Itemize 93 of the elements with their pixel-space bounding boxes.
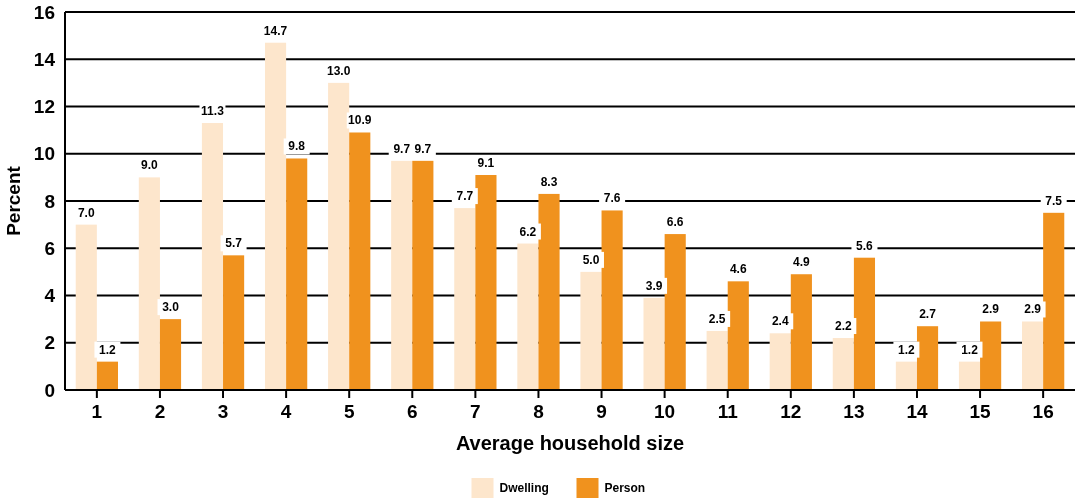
bar xyxy=(601,210,623,390)
bar xyxy=(727,281,749,390)
x-tick-label: 10 xyxy=(654,401,676,422)
data-label: 1.2 xyxy=(898,342,916,357)
x-tick-label: 9 xyxy=(596,401,607,422)
bar xyxy=(832,338,854,390)
bar xyxy=(75,224,97,390)
bar xyxy=(790,274,812,390)
data-label: 4.9 xyxy=(793,255,811,270)
bar xyxy=(517,243,539,390)
x-tick-label: 11 xyxy=(717,401,739,422)
data-label: 7.7 xyxy=(456,189,474,204)
x-tick-label: 8 xyxy=(533,401,544,422)
data-label: 3.9 xyxy=(645,278,663,293)
data-label: 7.6 xyxy=(603,191,621,206)
y-tick-label: 12 xyxy=(33,96,55,118)
x-tick-label: 6 xyxy=(407,401,418,422)
x-tick-label: 16 xyxy=(1032,401,1054,422)
data-label: 8.3 xyxy=(540,174,558,189)
bar xyxy=(201,123,224,390)
y-tick-label: 8 xyxy=(44,190,55,212)
bar xyxy=(538,193,560,390)
data-label: 6.6 xyxy=(666,215,684,230)
x-axis-title: Average household size xyxy=(455,432,685,454)
x-tick-label: 7 xyxy=(470,401,481,422)
data-label: 14.7 xyxy=(263,23,288,38)
bar xyxy=(580,271,602,390)
bar xyxy=(349,132,371,390)
bar xyxy=(264,42,287,390)
data-label: 13.0 xyxy=(326,63,351,78)
data-label: 6.2 xyxy=(519,224,537,239)
y-axis-title: Percent xyxy=(3,165,24,236)
bar xyxy=(96,361,118,390)
data-label: 2.9 xyxy=(982,302,1000,317)
data-label: 2.4 xyxy=(771,314,789,329)
bar xyxy=(1022,321,1044,390)
bar xyxy=(223,255,245,390)
x-tick-label: 3 xyxy=(217,401,229,422)
bar xyxy=(643,297,665,390)
bar xyxy=(138,177,160,390)
x-tick-label: 13 xyxy=(843,401,865,422)
bar xyxy=(664,234,686,390)
bar xyxy=(916,326,939,390)
bar xyxy=(391,160,413,390)
y-tick-label: 10 xyxy=(33,143,55,165)
bar xyxy=(328,82,350,390)
bar xyxy=(895,361,917,390)
y-tick-label: 0 xyxy=(44,379,55,401)
data-label: 9.7 xyxy=(393,141,411,156)
y-tick-label: 6 xyxy=(44,237,55,259)
data-label: 9.1 xyxy=(477,156,495,171)
legend-label: Dwelling xyxy=(499,481,549,496)
data-label: 9.7 xyxy=(414,141,432,156)
y-tick-label: 14 xyxy=(33,48,56,70)
bar xyxy=(159,319,182,390)
x-tick-label: 15 xyxy=(969,401,992,422)
data-label: 1.2 xyxy=(99,342,117,357)
y-tick-label: 4 xyxy=(44,285,56,307)
y-tick-label: 16 xyxy=(33,1,55,23)
bar xyxy=(958,361,981,390)
data-label: 9.8 xyxy=(288,139,306,154)
data-label: 5.0 xyxy=(582,252,600,267)
x-tick-label: 5 xyxy=(343,401,355,422)
data-label: 2.7 xyxy=(919,307,937,322)
data-label: 10.9 xyxy=(348,113,372,128)
data-label: 4.6 xyxy=(729,262,747,277)
y-tick-label: 2 xyxy=(44,332,55,354)
bar xyxy=(853,257,876,390)
data-label: 2.2 xyxy=(834,319,852,334)
data-label: 2.9 xyxy=(1024,302,1042,317)
bar xyxy=(769,333,791,390)
x-tick-label: 12 xyxy=(780,401,802,422)
data-label: 7.0 xyxy=(77,205,95,220)
bar xyxy=(454,208,476,390)
data-label: 1.2 xyxy=(961,342,979,357)
bar xyxy=(1043,212,1065,390)
x-tick-label: 14 xyxy=(906,401,928,422)
legend-label: Person xyxy=(604,481,646,496)
x-tick-label: 2 xyxy=(154,401,166,422)
data-label: 2.5 xyxy=(708,311,726,326)
bar xyxy=(286,158,308,390)
bar xyxy=(980,321,1002,390)
bar xyxy=(412,160,434,390)
data-label: 5.6 xyxy=(856,238,874,253)
bar xyxy=(706,330,728,390)
data-label: 3.0 xyxy=(162,300,180,315)
bar xyxy=(475,175,497,390)
data-label: 11.3 xyxy=(201,104,225,119)
x-tick-label: 1 xyxy=(91,401,103,422)
data-label: 9.0 xyxy=(141,158,159,173)
data-label: 7.5 xyxy=(1045,193,1063,208)
data-label: 5.7 xyxy=(225,236,243,251)
x-tick-label: 4 xyxy=(280,401,292,422)
